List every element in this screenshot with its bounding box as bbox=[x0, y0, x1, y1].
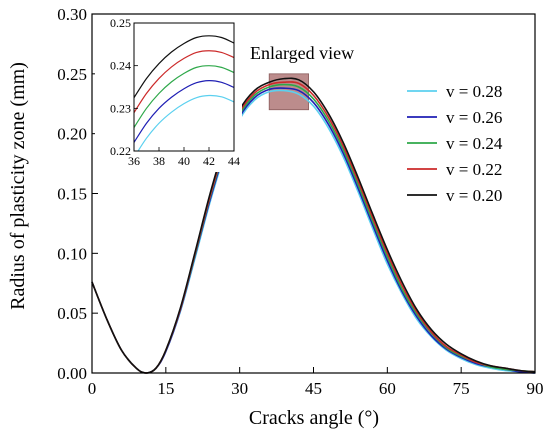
x-tick-label: 60 bbox=[379, 379, 396, 398]
inset-background bbox=[95, 17, 242, 172]
y-tick-label: 0.25 bbox=[57, 65, 87, 84]
enlarged-view-label: Enlarged view bbox=[250, 43, 354, 63]
inset-y-tick-label: 0.25 bbox=[110, 16, 131, 30]
x-tick-label: 30 bbox=[231, 379, 248, 398]
y-tick-label: 0.10 bbox=[57, 244, 87, 263]
x-tick-label: 90 bbox=[527, 379, 544, 398]
y-tick-label: 0.30 bbox=[57, 5, 87, 24]
inset-series-line-3 bbox=[134, 50, 234, 113]
series-line-4 bbox=[91, 77, 536, 374]
inset-x-tick-label: 40 bbox=[178, 154, 190, 168]
inset-x-tick-label: 42 bbox=[203, 154, 215, 168]
inset-x-tick-label: 36 bbox=[128, 154, 140, 168]
legend-label-3: v = 0.22 bbox=[446, 160, 502, 179]
inset-x-tick-label: 44 bbox=[228, 154, 240, 168]
y-tick-label: 0.00 bbox=[57, 364, 87, 383]
y-tick-label: 0.05 bbox=[57, 304, 87, 323]
inset-series-line-4 bbox=[134, 35, 234, 98]
inset-series-line-1 bbox=[134, 79, 234, 143]
x-tick-label: 15 bbox=[157, 379, 174, 398]
inset-y-tick-label: 0.22 bbox=[110, 144, 131, 158]
y-axis-title: Radius of plasticity zone (mm) bbox=[7, 62, 29, 310]
x-tick-label: 45 bbox=[305, 379, 322, 398]
inset-y-tick-label: 0.23 bbox=[110, 101, 131, 115]
x-axis-title: Cracks angle (°) bbox=[249, 407, 379, 429]
legend-label-4: v = 0.20 bbox=[446, 186, 502, 205]
legend-label-1: v = 0.26 bbox=[446, 108, 502, 127]
y-tick-label: 0.20 bbox=[57, 125, 87, 144]
x-tick-label: 0 bbox=[88, 379, 97, 398]
x-tick-label: 75 bbox=[453, 379, 470, 398]
inset-x-tick-label: 38 bbox=[153, 154, 165, 168]
inset-series-line-2 bbox=[134, 65, 234, 128]
legend-label-0: v = 0.28 bbox=[446, 82, 502, 101]
y-tick-label: 0.15 bbox=[57, 185, 87, 204]
legend-label-2: v = 0.24 bbox=[446, 134, 503, 153]
inset-series-line-0 bbox=[137, 94, 234, 151]
inset-y-tick-label: 0.24 bbox=[110, 59, 131, 73]
